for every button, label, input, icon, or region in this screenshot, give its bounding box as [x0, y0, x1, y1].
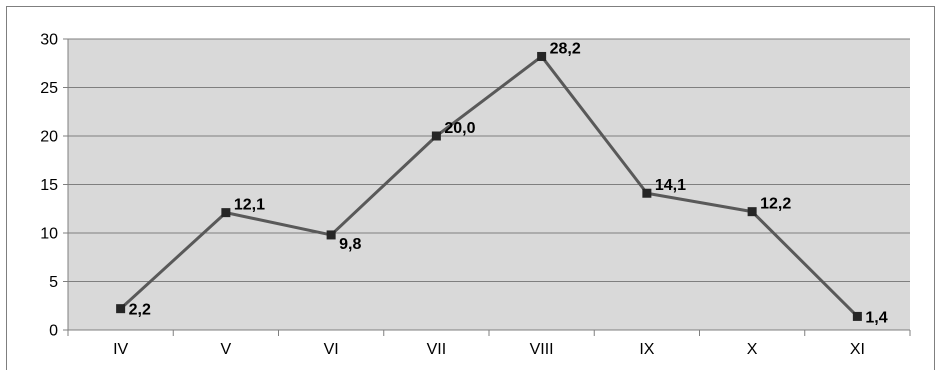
x-tick-label: VII: [427, 341, 447, 358]
x-tick-label: IV: [113, 341, 128, 358]
y-axis-ticks: 0 5 10 15 20 25 30: [40, 32, 68, 340]
y-tick-label: 10: [40, 226, 58, 243]
y-tick-label: 20: [40, 129, 58, 146]
y-tick-label: 25: [40, 80, 58, 97]
data-point-marker: [747, 207, 757, 217]
data-label: 2,2: [129, 302, 151, 319]
y-tick-label: 5: [49, 274, 58, 291]
marker-layer: [116, 51, 862, 321]
series-layer: [119, 54, 859, 318]
data-label: 1,4: [865, 309, 887, 326]
data-point-marker: [431, 131, 441, 141]
data-label: 28,2: [550, 40, 581, 57]
x-tick-label: VI: [324, 341, 339, 358]
gridlines: [68, 38, 910, 282]
data-label: 12,2: [760, 196, 791, 213]
x-tick-label: V: [221, 341, 232, 358]
data-label: 9,8: [339, 236, 361, 253]
data-point-marker: [221, 208, 231, 218]
data-label: 12,1: [234, 197, 265, 214]
y-tick-label: 0: [49, 323, 58, 340]
data-label: 20,0: [444, 120, 475, 137]
data-point-marker: [116, 304, 126, 314]
x-tick-label: X: [747, 341, 758, 358]
data-label: 14,1: [655, 177, 686, 194]
data-point-marker: [642, 188, 652, 198]
y-tick-label: 15: [40, 177, 58, 194]
data-label-layer: 2,2 12,1 9,8 20,0 28,2 14,1 12,2 1,4: [129, 40, 888, 326]
data-point-marker: [326, 230, 336, 240]
data-point-marker: [852, 311, 862, 321]
x-tick-label: VIII: [530, 341, 554, 358]
data-point-marker: [537, 51, 547, 61]
x-axis-ticks: IV V VI VII VIII IX X XI: [67, 330, 911, 358]
series-line: [119, 54, 859, 318]
x-tick-label: IX: [639, 341, 654, 358]
x-tick-label: XI: [850, 341, 865, 358]
y-tick-label: 30: [40, 32, 58, 49]
